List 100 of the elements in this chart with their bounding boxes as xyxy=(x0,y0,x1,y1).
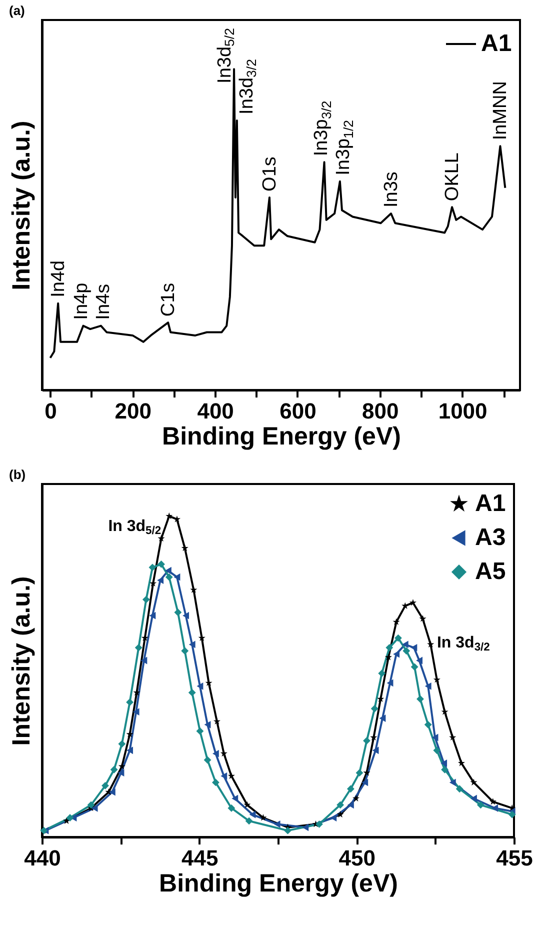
point xyxy=(363,769,370,776)
point xyxy=(336,810,344,818)
point xyxy=(449,778,456,786)
point xyxy=(449,734,456,741)
point xyxy=(260,814,267,821)
point xyxy=(133,688,140,696)
y-axis-title: Intensity (a.u.) xyxy=(8,576,36,746)
point xyxy=(392,618,400,625)
point xyxy=(372,746,379,754)
x-tick-label: 600 xyxy=(280,398,316,424)
point xyxy=(232,794,238,802)
point xyxy=(284,826,292,834)
point xyxy=(150,580,157,586)
annotation: O1s xyxy=(259,156,280,192)
point xyxy=(458,759,465,766)
chart-title: (a) xyxy=(9,3,25,18)
point xyxy=(213,718,220,724)
annotation: In3p3/2 xyxy=(311,100,334,156)
point xyxy=(347,801,354,809)
annotation: In3s xyxy=(381,172,402,208)
point xyxy=(370,734,378,741)
chart-title: (b) xyxy=(9,467,26,482)
annotation: In3d3/2 xyxy=(236,58,260,114)
point xyxy=(157,576,164,584)
point xyxy=(165,573,173,581)
point xyxy=(188,688,196,696)
annotation: InMNN xyxy=(490,80,512,140)
point xyxy=(134,644,142,652)
point xyxy=(441,766,448,774)
point xyxy=(433,676,440,683)
x-tick-label: 450 xyxy=(338,846,376,870)
point xyxy=(110,766,118,774)
point xyxy=(190,586,198,593)
annotation: In4s xyxy=(93,284,114,320)
point xyxy=(205,679,212,686)
point xyxy=(198,634,206,642)
point xyxy=(245,817,253,825)
x-axis-title: Binding Energy (eV) xyxy=(159,870,398,898)
legend-label: A3 xyxy=(475,524,506,551)
point xyxy=(379,714,386,722)
point xyxy=(409,599,417,606)
point xyxy=(440,759,448,767)
point xyxy=(370,704,378,712)
point xyxy=(393,650,400,658)
point xyxy=(188,640,196,648)
point xyxy=(363,737,370,744)
point xyxy=(402,647,410,655)
point xyxy=(220,750,228,757)
point xyxy=(118,769,124,777)
annotation: In3d5/2 xyxy=(214,28,238,84)
point xyxy=(489,798,496,805)
point xyxy=(220,772,228,780)
point xyxy=(228,804,236,812)
x-tick-label: 0 xyxy=(44,398,57,424)
annotation: In4d xyxy=(48,260,70,298)
point xyxy=(384,654,392,660)
point xyxy=(142,596,150,604)
point xyxy=(196,727,204,735)
point xyxy=(174,573,180,581)
point xyxy=(410,644,418,652)
x-tick-label: 1000 xyxy=(438,398,488,424)
x-tick-label: 200 xyxy=(114,398,152,424)
point xyxy=(386,644,394,652)
point xyxy=(456,785,464,793)
point xyxy=(424,682,432,690)
point xyxy=(102,782,109,790)
point xyxy=(274,820,280,828)
point xyxy=(244,801,251,808)
point xyxy=(476,801,484,809)
point xyxy=(470,778,478,786)
legend-label: A1 xyxy=(475,490,506,517)
point xyxy=(416,656,422,664)
point xyxy=(492,804,498,812)
point xyxy=(118,740,126,748)
point xyxy=(362,778,368,786)
point xyxy=(352,794,360,802)
x-tick-label: 440 xyxy=(24,846,61,870)
point xyxy=(249,810,256,818)
point xyxy=(378,670,386,678)
legend-label: A5 xyxy=(475,558,506,585)
point xyxy=(377,695,384,702)
point xyxy=(316,820,323,828)
point xyxy=(132,708,140,716)
x-tick-label: 445 xyxy=(181,846,218,870)
point xyxy=(204,756,212,764)
point xyxy=(346,785,354,793)
point xyxy=(140,656,148,664)
annotation: In3p1/2 xyxy=(333,120,356,176)
point xyxy=(433,746,441,754)
point xyxy=(87,801,95,809)
point xyxy=(204,720,211,728)
point xyxy=(118,762,126,770)
point xyxy=(174,608,182,616)
y-axis-title: Intensity (a.u.) xyxy=(8,120,36,290)
point xyxy=(386,679,394,687)
point xyxy=(432,734,438,742)
x-tick-label: 400 xyxy=(197,398,234,424)
point xyxy=(424,720,432,728)
point xyxy=(212,750,219,758)
point xyxy=(228,772,235,780)
